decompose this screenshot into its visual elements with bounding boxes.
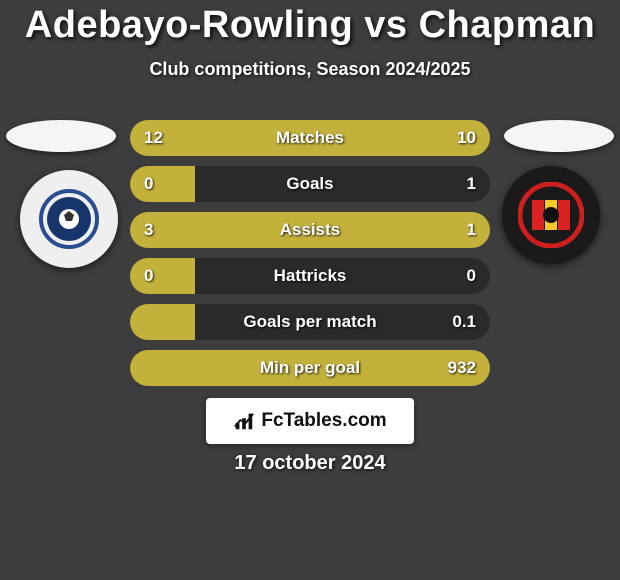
stat-value-right: 0 bbox=[467, 258, 476, 294]
stat-row: 0Hattricks0 bbox=[130, 258, 490, 294]
stat-label: Matches bbox=[130, 120, 490, 156]
page-subtitle: Club competitions, Season 2024/2025 bbox=[0, 59, 620, 80]
chart-icon bbox=[233, 410, 255, 432]
player-placeholder-right bbox=[504, 120, 614, 152]
player-placeholder-left bbox=[6, 120, 116, 152]
stat-value-right: 0.1 bbox=[452, 304, 476, 340]
stat-label: Goals per match bbox=[130, 304, 490, 340]
stat-row: Goals per match0.1 bbox=[130, 304, 490, 340]
stat-label: Goals bbox=[130, 166, 490, 202]
stat-value-right: 10 bbox=[457, 120, 476, 156]
club-crest-left-icon bbox=[39, 189, 99, 249]
stat-label: Assists bbox=[130, 212, 490, 248]
stat-value-right: 1 bbox=[467, 166, 476, 202]
stat-row: Min per goal932 bbox=[130, 350, 490, 386]
stat-value-right: 932 bbox=[448, 350, 476, 386]
stat-row: 12Matches10 bbox=[130, 120, 490, 156]
club-badge-left bbox=[20, 170, 118, 268]
club-badge-right bbox=[502, 166, 600, 264]
stats-panel: 12Matches100Goals13Assists10Hattricks0Go… bbox=[130, 120, 490, 386]
club-crest-right-icon bbox=[518, 182, 584, 248]
stat-label: Min per goal bbox=[130, 350, 490, 386]
fctables-logo: FcTables.com bbox=[206, 398, 414, 444]
stat-label: Hattricks bbox=[130, 258, 490, 294]
fctables-logo-text: FcTables.com bbox=[261, 410, 386, 432]
stat-value-right: 1 bbox=[467, 212, 476, 248]
stat-row: 3Assists1 bbox=[130, 212, 490, 248]
stat-row: 0Goals1 bbox=[130, 166, 490, 202]
page-title: Adebayo-Rowling vs Chapman bbox=[0, 0, 620, 47]
date-text: 17 october 2024 bbox=[0, 452, 620, 475]
